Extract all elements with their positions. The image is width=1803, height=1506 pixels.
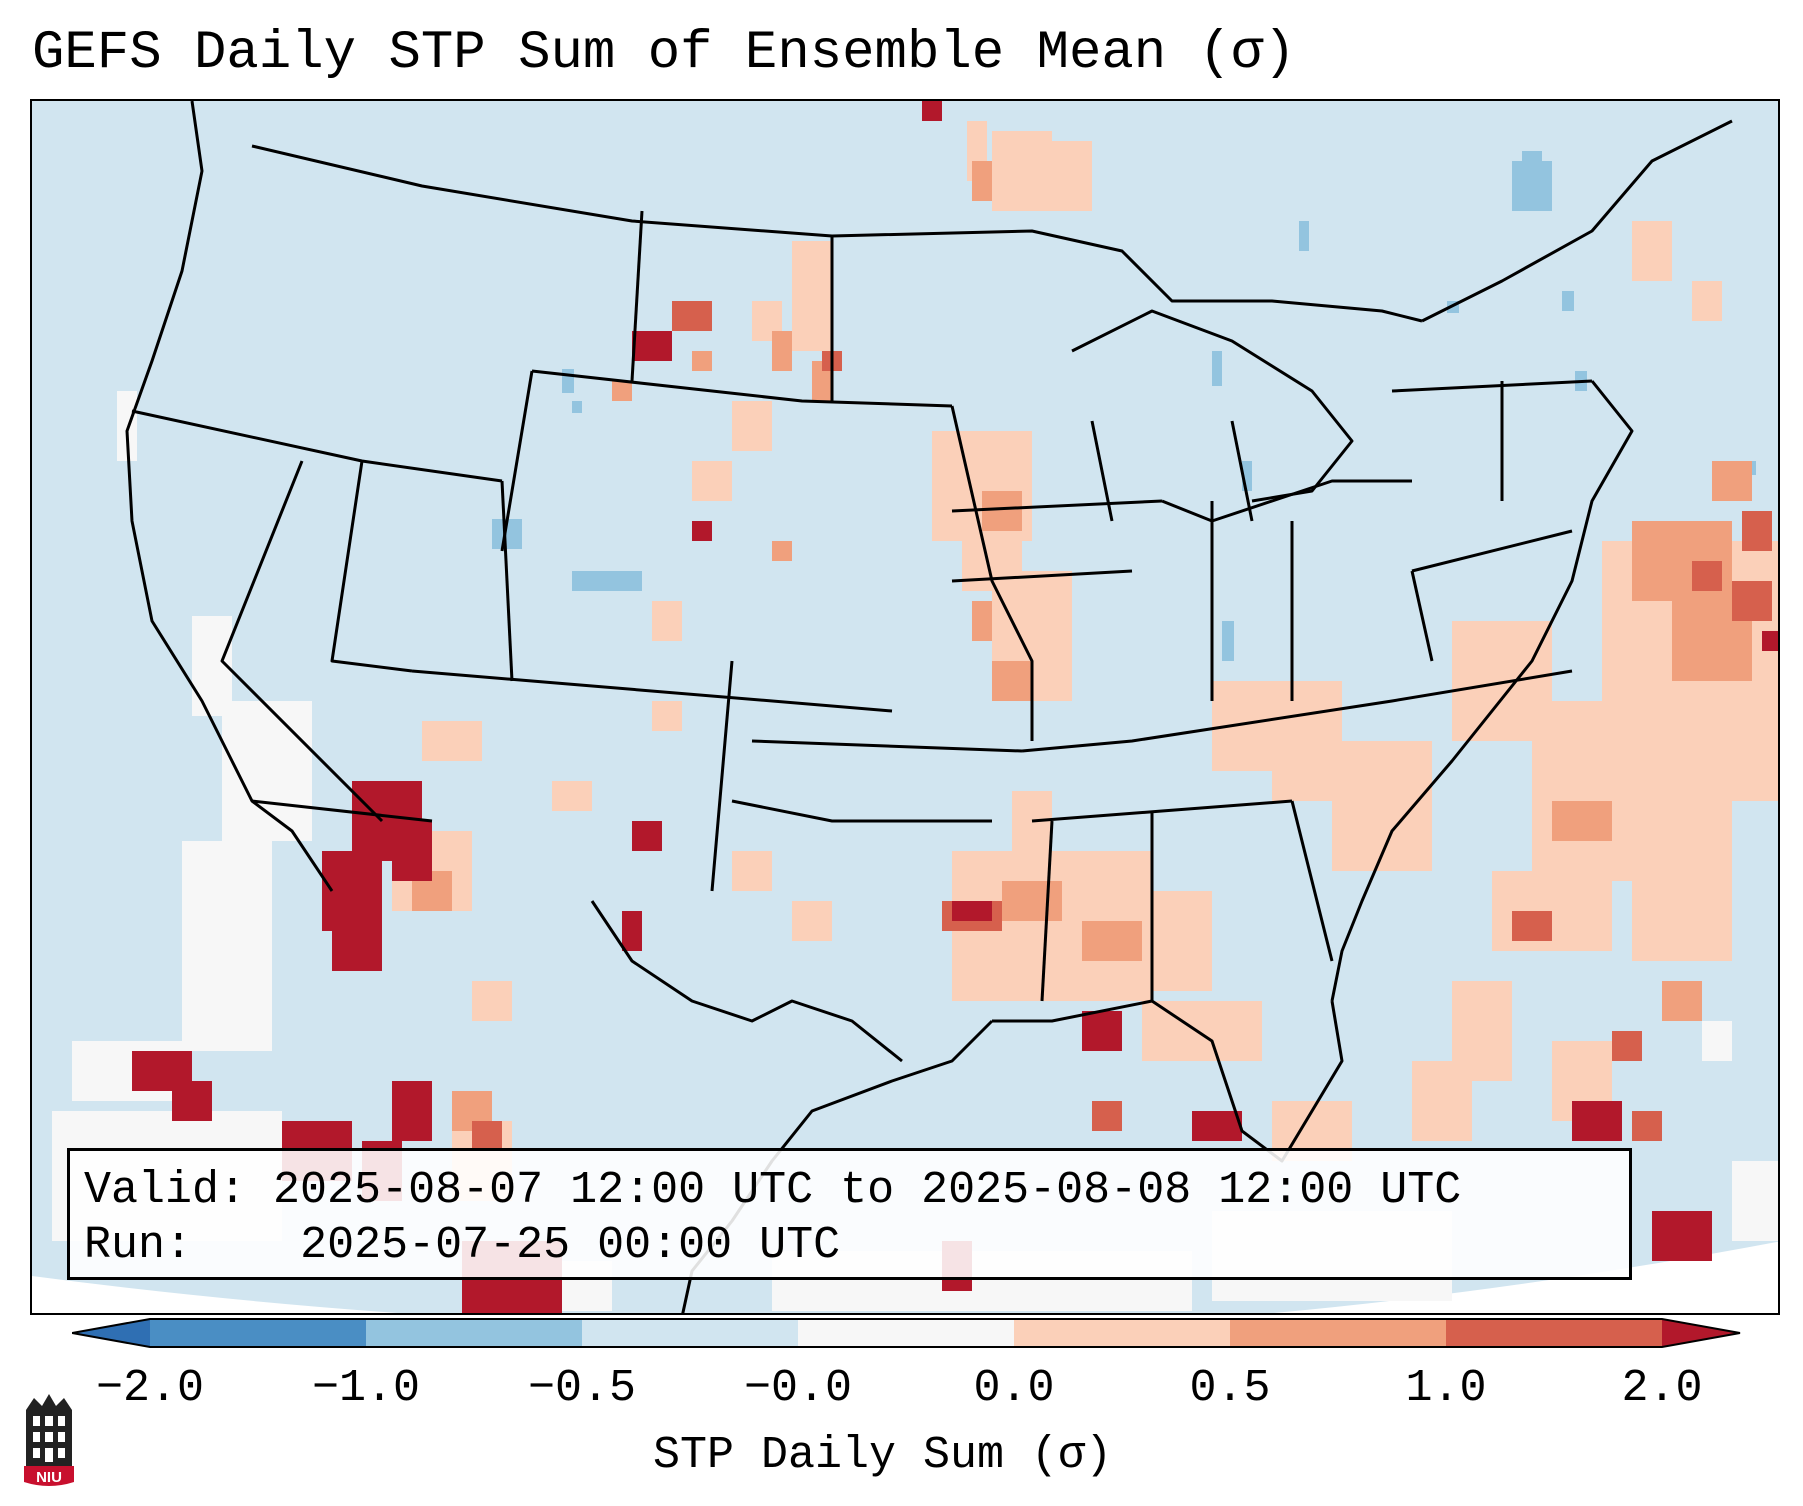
- niu-logo-text: NIU: [36, 1469, 62, 1486]
- political-borders: [125, 101, 1733, 1313]
- negative-cells: [492, 151, 1756, 661]
- colorbar-extend-low: [72, 1319, 150, 1347]
- colorbar-tick-label: −2.0: [95, 1363, 205, 1414]
- colorbar-tick-label: 0.5: [1189, 1363, 1271, 1414]
- run-value: 2025-07-25 00:00 UTC: [300, 1220, 841, 1271]
- colorbar-extend-high: [1662, 1319, 1740, 1347]
- colorbar-axis-label: STP Daily Sum (σ): [653, 1430, 1113, 1481]
- light-positive-cells: [392, 121, 1778, 1201]
- niu-logo-graphic: [24, 1394, 74, 1486]
- grid-domain: [32, 101, 1778, 1313]
- valid-row: Valid: 2025-08-07 12:00 UTC to 2025-08-0…: [84, 1163, 1615, 1218]
- niu-logo: NIU: [22, 1392, 76, 1488]
- map-svg: [32, 101, 1778, 1313]
- run-label: Run:: [84, 1220, 193, 1271]
- colorbar-tick-label: 0.0: [973, 1363, 1055, 1414]
- run-row: Run: 2025-07-25 00:00 UTC: [84, 1218, 1615, 1273]
- colorbar-bin-7: [1446, 1319, 1662, 1347]
- colorbar: [72, 1318, 1741, 1348]
- colorbar-bin-6: [1230, 1319, 1446, 1347]
- valid-label: Valid:: [84, 1165, 247, 1216]
- colorbar-outline: [72, 1318, 1741, 1348]
- colorbar-bin-2: [366, 1319, 582, 1347]
- valid-run-info-box: Valid: 2025-08-07 12:00 UTC to 2025-08-0…: [67, 1148, 1632, 1280]
- colorbar-bin-5: [1014, 1319, 1230, 1347]
- colorbar-tick-label: −0.5: [527, 1363, 637, 1414]
- colorbar-tick-label: 1.0: [1405, 1363, 1487, 1414]
- chart-title: GEFS Daily STP Sum of Ensemble Mean (σ): [32, 23, 1296, 84]
- colorbar-tick-label: −1.0: [311, 1363, 421, 1414]
- colorbar-bin-3: [582, 1319, 798, 1347]
- colorbar-tick-label: −0.0: [743, 1363, 853, 1414]
- colorbar-tick-label: 2.0: [1621, 1363, 1703, 1414]
- valid-value: 2025-08-07 12:00 UTC to 2025-08-08 12:00…: [273, 1165, 1462, 1216]
- map-panel: [30, 99, 1780, 1315]
- colorbar-bin-1: [150, 1319, 366, 1347]
- colorbar-bin-4: [798, 1319, 1014, 1347]
